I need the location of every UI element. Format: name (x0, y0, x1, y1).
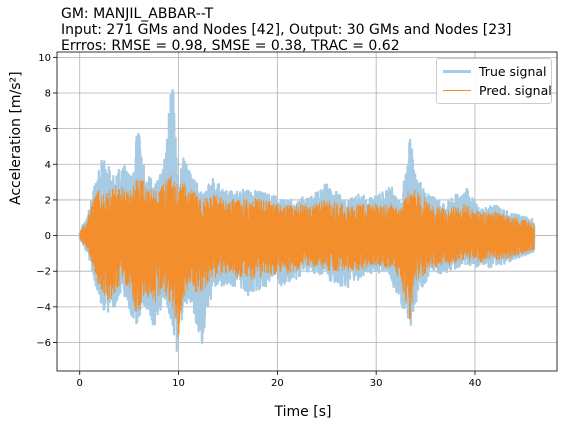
y-tick-label-2: −2 (36, 267, 51, 278)
legend-swatch-pred (443, 89, 471, 91)
legend-label-pred: Pred. signal (479, 82, 552, 98)
y-axis-ticks: −6 −4 −2 0 2 4 6 8 10 (36, 53, 57, 349)
y-axis-label: Acceleration [m/s²] (8, 71, 24, 205)
y-tick-label-5: 4 (45, 160, 51, 171)
legend-item-true: True signal (443, 63, 547, 79)
legend-item-pred: Pred. signal (443, 82, 552, 98)
chart-title-line-3: Errros: RMSE = 0.98, SMSE = 0.38, TRAC =… (61, 38, 400, 54)
x-axis-ticks: 0 10 20 30 40 (77, 371, 482, 389)
series-line-pred-signal (79, 174, 535, 338)
legend-swatch-true (443, 69, 471, 73)
x-axis-label: Time [s] (274, 404, 332, 420)
x-tick-label-2: 20 (271, 378, 284, 389)
y-tick-label-4: 2 (45, 195, 51, 206)
plot-area (78, 88, 536, 352)
chart-title-line-2: Input: 271 GMs and Nodes [42], Output: 3… (61, 22, 512, 38)
x-tick-label-3: 30 (370, 378, 383, 389)
y-tick-label-1: −4 (36, 302, 51, 313)
y-tick-label-6: 6 (45, 124, 51, 135)
chart-title-line-1: GM: MANJIL_ABBAR--T (61, 6, 214, 22)
x-tick-label-4: 40 (469, 378, 482, 389)
axes-frame (56, 51, 558, 372)
legend: True signal Pred. signal (436, 58, 552, 104)
x-tick-label-1: 10 (172, 378, 185, 389)
x-tick-label-0: 0 (77, 378, 83, 389)
y-tick-label-0: −6 (36, 338, 51, 349)
legend-label-true: True signal (479, 63, 547, 79)
y-tick-label-3: 0 (45, 231, 51, 242)
y-tick-label-7: 8 (45, 88, 51, 99)
y-tick-label-8: 10 (38, 53, 51, 64)
